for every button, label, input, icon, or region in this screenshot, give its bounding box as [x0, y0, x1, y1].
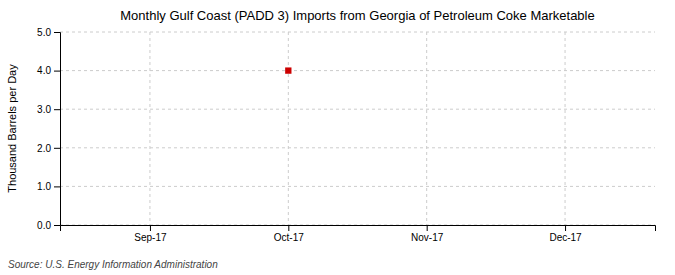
x-tick-label: Oct-17	[274, 232, 304, 243]
grid-line-y	[60, 109, 655, 110]
grid-line-x	[565, 32, 566, 225]
chart: 0.0 1.0 2.0 3.0 4.0 5.0 Sep-17 Oct-17 Nov-17 Dec-…	[0, 0, 675, 275]
x-tick-mark	[288, 225, 289, 231]
grid	[60, 32, 655, 225]
y-tick-mark	[54, 186, 60, 187]
y-tick: 2.0	[37, 143, 60, 154]
x-tick-mark	[150, 225, 151, 231]
x-tick-label: Dec-17	[549, 232, 582, 243]
y-tick-mark	[54, 109, 60, 110]
y-tick-label: 0.0	[37, 220, 51, 231]
plot: 0.0 1.0 2.0 3.0 4.0 5.0 Sep-17 Oct-17 Nov-17 Dec-…	[37, 27, 655, 243]
y-tick-label: 3.0	[37, 104, 51, 115]
y-tick-mark	[54, 32, 60, 33]
y-tick-mark	[54, 225, 60, 226]
x-tick: Oct-17	[274, 225, 304, 243]
grid-line-y	[60, 70, 655, 71]
y-tick: 4.0	[37, 65, 60, 76]
point	[285, 67, 291, 73]
y-axis: 0.0 1.0 2.0 3.0 4.0 5.0	[37, 27, 60, 231]
x-tick-label: Sep-17	[134, 232, 167, 243]
grid-line-x	[426, 32, 427, 225]
x-tick: Sep-17	[134, 225, 167, 243]
y-tick: 3.0	[37, 104, 60, 115]
x-tick-label: Nov-17	[411, 232, 444, 243]
grid-line-x	[149, 32, 150, 225]
y-tick: 0.0	[37, 220, 60, 231]
grid-line-y	[60, 147, 655, 148]
x-tick-mark	[427, 225, 428, 231]
y-tick-label: 4.0	[37, 65, 51, 76]
y-axis-title: Thousand Barrels per Day	[6, 64, 18, 193]
x-axis: Sep-17 Oct-17 Nov-17 Dec-17	[61, 225, 656, 243]
x-tick: Dec-17	[549, 225, 582, 243]
y-tick: 1.0	[37, 181, 60, 192]
x-tick-mark	[565, 225, 566, 231]
x-tick: Nov-17	[411, 225, 444, 243]
grid-line-y	[60, 32, 655, 33]
y-tick-label: 1.0	[37, 181, 51, 192]
source: Source: U.S. Energy Information Administ…	[8, 259, 218, 270]
grid-line-y	[60, 186, 655, 187]
y-axis-line	[54, 33, 61, 226]
y-tick-mark	[54, 148, 60, 149]
y-tick-label: 5.0	[37, 27, 51, 38]
y-tick-mark	[54, 71, 60, 72]
grid-line-x	[288, 32, 289, 225]
title: Monthly Gulf Coast (PADD 3) Imports from…	[120, 8, 594, 23]
y-tick-label: 2.0	[37, 143, 51, 154]
x-axis-line	[61, 226, 656, 232]
marks	[285, 67, 291, 73]
y-tick: 5.0	[37, 27, 60, 38]
